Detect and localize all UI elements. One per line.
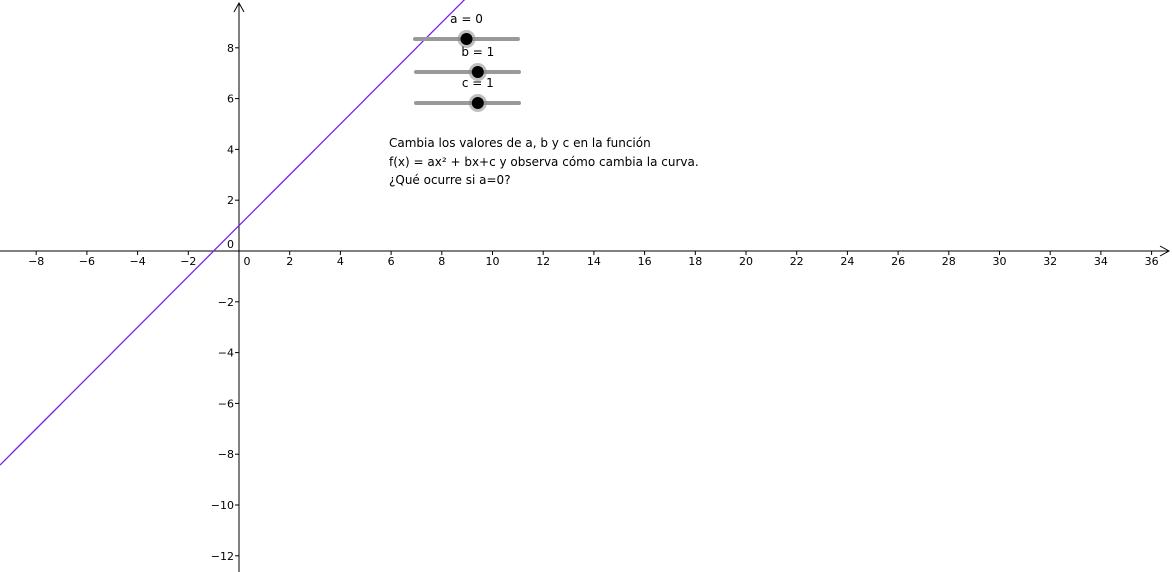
x-tick-label: 24 <box>840 255 854 268</box>
x-tick-label: 0 <box>244 255 251 268</box>
slider-b[interactable]: b = 1 <box>414 45 521 81</box>
slider-c[interactable]: c = 1 <box>414 76 521 112</box>
y-tick-label: 6 <box>227 93 234 106</box>
slider-b-knob[interactable] <box>471 66 484 78</box>
x-tick-label: 8 <box>438 255 445 268</box>
x-tick-label: 20 <box>739 255 753 268</box>
x-tick-label: 2 <box>286 255 293 268</box>
x-tick-label: 6 <box>388 255 395 268</box>
y-tick-label: 2 <box>227 194 234 207</box>
x-tick-label: −4 <box>129 255 145 268</box>
y-tick-label: 4 <box>227 143 234 156</box>
slider-a-label: a = 0 <box>450 12 483 26</box>
x-tick-label: 22 <box>790 255 804 268</box>
x-tick-label: 26 <box>891 255 905 268</box>
instructions-line-2: f(x) = ax² + bx+c y observa cómo cambia … <box>389 154 699 169</box>
y-tick-label: −12 <box>211 550 234 563</box>
slider-c-label: c = 1 <box>462 76 494 90</box>
x-axis-arrow-icon <box>1159 245 1171 257</box>
y-tick-label: 0 <box>227 238 234 251</box>
x-tick-label: −2 <box>180 255 196 268</box>
x-tick-label: 18 <box>688 255 702 268</box>
function-curve[interactable] <box>0 0 514 466</box>
y-axis-arrow-icon <box>233 1 245 13</box>
slider-a[interactable]: a = 0 <box>413 12 520 48</box>
instructions-line-1: Cambia los valores de a, b y c en la fun… <box>389 136 651 150</box>
slider-a-knob[interactable] <box>460 33 473 45</box>
x-tick-label: 14 <box>587 255 601 268</box>
x-tick-label: −6 <box>79 255 95 268</box>
y-tick-label: −8 <box>218 448 234 461</box>
instructions-line-3: ¿Qué ocurre si a=0? <box>389 173 511 187</box>
slider-c-knob[interactable] <box>471 97 484 109</box>
x-tick-label: 34 <box>1094 255 1108 268</box>
x-tick-label: 4 <box>337 255 344 268</box>
y-tick-label: −10 <box>211 499 234 512</box>
sliders[interactable]: a = 0 b = 1 c = 1 <box>413 12 521 112</box>
y-tick-label: −6 <box>218 397 234 410</box>
x-tick-label: 16 <box>638 255 652 268</box>
x-tick-label: 30 <box>993 255 1007 268</box>
x-tick-label: 36 <box>1145 255 1159 268</box>
slider-b-label: b = 1 <box>461 45 494 59</box>
function-graph[interactable] <box>0 0 514 466</box>
x-tick-label: 28 <box>942 255 956 268</box>
x-tick-label: −8 <box>28 255 44 268</box>
x-tick-label: 32 <box>1043 255 1057 268</box>
y-tick-label: 8 <box>227 42 234 55</box>
y-tick-label: −2 <box>218 296 234 309</box>
x-tick-label: 12 <box>536 255 550 268</box>
x-tick-label: 10 <box>486 255 500 268</box>
instructions-text: Cambia los valores de a, b y c en la fun… <box>389 134 699 190</box>
y-tick-label: −4 <box>218 347 234 360</box>
